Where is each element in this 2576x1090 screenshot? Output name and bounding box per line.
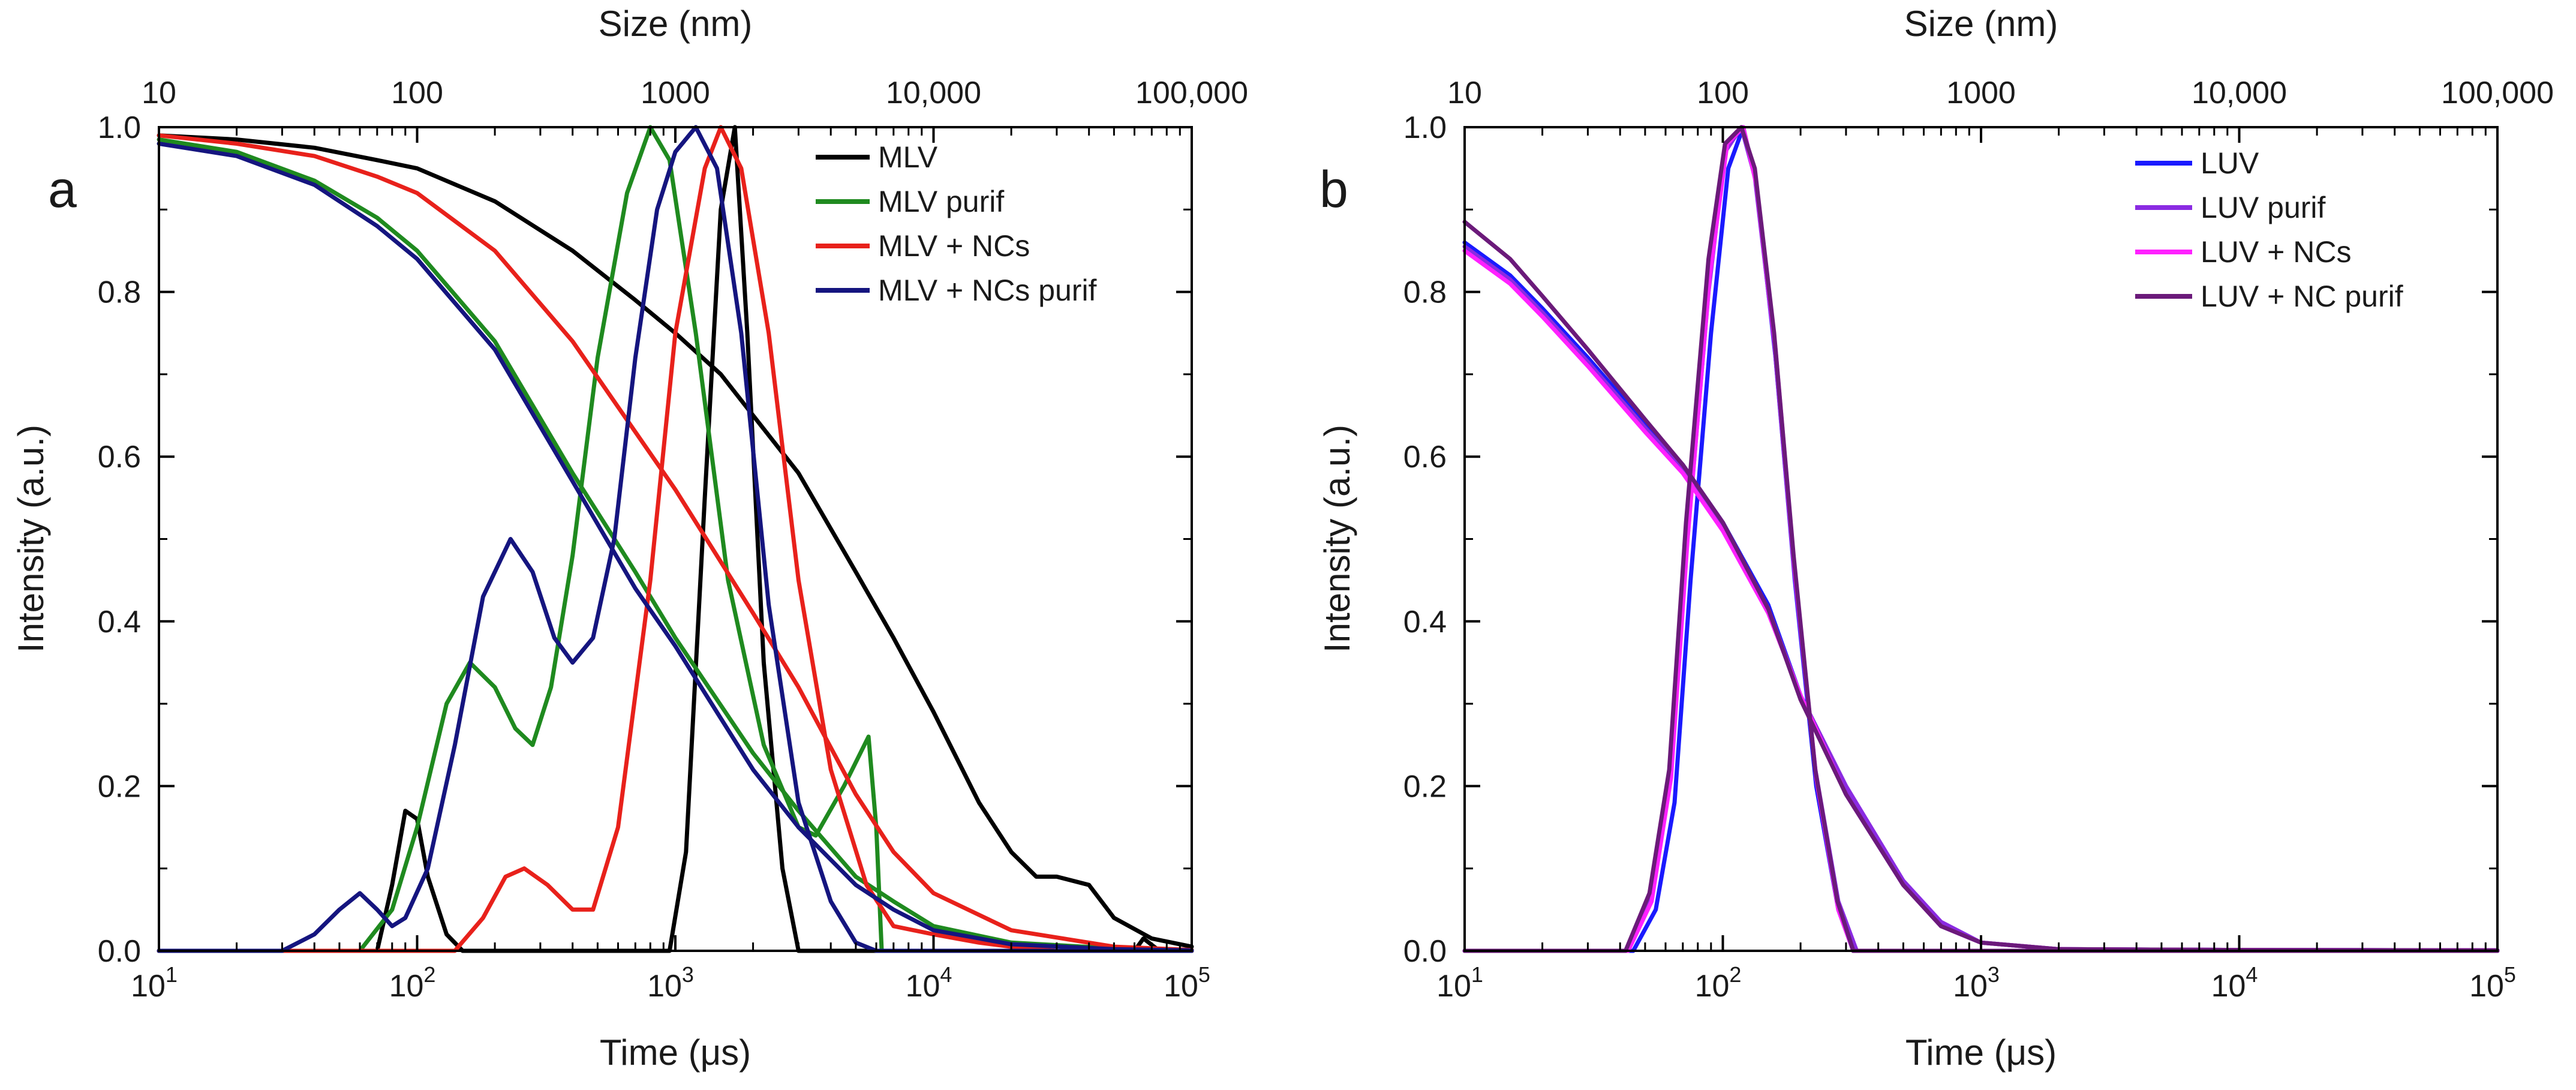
x-tick-label: 102 — [389, 962, 436, 1004]
legend-label: MLV + NCs — [878, 229, 1030, 263]
x-tick-label: 102 — [1695, 962, 1742, 1004]
legend-label: MLV + NCs purif — [878, 274, 1097, 307]
top-tick-label: 10 — [1447, 76, 1482, 110]
y-tick-label: 0.0 — [1403, 934, 1447, 969]
panel-a: 101 102 103 104 105 10 100 1000 10,000 100,000 0.0… — [11, 4, 1248, 1073]
series-a-4-correlation-line — [157, 142, 1194, 953]
y-tick-label: 0.6 — [98, 440, 141, 475]
panel-a-letter: a — [48, 161, 77, 218]
panel-b-x-axis-title: Time (μs) — [1905, 1032, 2057, 1073]
legend-label: LUV + NCs — [2201, 235, 2351, 269]
top-tick-label: 10,000 — [2192, 76, 2287, 110]
series-a-3-correlation-line — [157, 133, 1194, 953]
y-tick-label: 0.8 — [98, 275, 141, 310]
panel-a-axes: 101 102 103 104 105 10 100 1000 10,000 100,000 0.0… — [98, 76, 1248, 1004]
top-tick-label: 100 — [1697, 76, 1749, 110]
y-tick-label: 0.2 — [1403, 769, 1447, 804]
top-tick-label: 1000 — [1946, 76, 2016, 110]
x-tick-label: 105 — [1164, 962, 1210, 1004]
y-tick-label: 0.8 — [1403, 275, 1447, 310]
legend-label: LUV — [2201, 146, 2259, 180]
legend-label: MLV — [878, 140, 938, 174]
x-tick-label: 103 — [1953, 962, 2000, 1004]
y-tick-label: 1.0 — [98, 110, 141, 145]
x-tick-label: 105 — [2469, 962, 2516, 1004]
top-tick-label: 100,000 — [2441, 76, 2554, 110]
top-tick-label: 10,000 — [886, 76, 981, 110]
legend-label: LUV + NC purif — [2201, 280, 2403, 313]
series-a-4-distribution-line — [157, 125, 1194, 953]
y-tick-label: 1.0 — [1403, 110, 1447, 145]
top-tick-label: 100,000 — [1135, 76, 1248, 110]
top-tick-label: 100 — [391, 76, 443, 110]
panel-a-legend: MLV MLV purif MLV + NCs MLV + NCs purif — [816, 140, 1097, 307]
y-tick-label: 0.4 — [98, 605, 141, 639]
panel-a-y-axis-title: Intensity (a.u.) — [11, 425, 51, 653]
panel-b-y-axis-title: Intensity (a.u.) — [1317, 425, 1357, 653]
x-tick-label: 104 — [906, 962, 952, 1004]
legend-label: LUV purif — [2201, 191, 2326, 224]
panel-b-letter: b — [1319, 161, 1348, 218]
legend-label: MLV purif — [878, 185, 1004, 218]
y-tick-label: 0.4 — [1403, 605, 1447, 639]
x-tick-label: 104 — [2211, 962, 2258, 1004]
panel-a-x-axis-title: Time (μs) — [600, 1032, 751, 1073]
top-tick-label: 10 — [142, 76, 176, 110]
panel-b: 101 102 103 104 105 10 100 1000 10,000 100,000 0.0… — [1317, 4, 2554, 1073]
series-b-4-correlation-line — [1462, 220, 2500, 953]
y-tick-label: 0.2 — [98, 769, 141, 804]
y-tick-label: 0.0 — [98, 934, 141, 969]
x-tick-label: 101 — [131, 962, 178, 1004]
panel-a-top-axis-title: Size (nm) — [599, 4, 753, 44]
panel-a-plot-area — [157, 125, 1194, 953]
series-a-2-distribution-line — [157, 125, 1194, 953]
panel-b-axes: 101 102 103 104 105 10 100 1000 10,000 100,000 0.0… — [1403, 76, 2554, 1004]
series-a-3-distribution-line — [157, 125, 1194, 953]
panel-b-top-axis-title: Size (nm) — [1904, 4, 2058, 44]
series-a-2-correlation-line — [157, 137, 1194, 953]
top-tick-label: 1000 — [641, 76, 710, 110]
x-tick-label: 103 — [647, 962, 694, 1004]
series-a-1-correlation-line — [157, 133, 1194, 949]
x-tick-label: 101 — [1436, 962, 1483, 1004]
y-tick-label: 0.6 — [1403, 440, 1447, 475]
panel-b-legend: LUV LUV purif LUV + NCs LUV + NC purif — [2135, 146, 2403, 313]
